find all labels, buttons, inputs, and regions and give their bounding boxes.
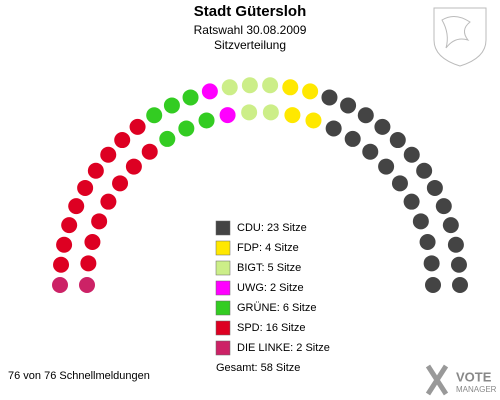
legend-label: UWG: 2 Sitze (237, 282, 304, 294)
seat (100, 146, 117, 163)
seat (198, 112, 215, 129)
seat (219, 107, 236, 124)
seat (374, 118, 391, 135)
seat (53, 256, 70, 273)
seat (52, 277, 68, 293)
seat (125, 158, 142, 175)
legend-swatch (215, 240, 231, 256)
seat (129, 118, 146, 135)
seat (77, 179, 94, 196)
chart-subtitle: Ratswahl 30.08.2009 (194, 23, 307, 37)
seat (84, 233, 101, 250)
legend-swatch (215, 220, 231, 236)
seat (305, 112, 322, 129)
seat (114, 132, 131, 149)
seat (389, 132, 406, 149)
seat (141, 143, 158, 160)
legend-label: BIGT: 5 Sitze (237, 262, 301, 274)
legend-label: SPD: 16 Sitze (237, 322, 305, 334)
seat (378, 158, 395, 175)
total-label: Gesamt: 58 Sitze (216, 362, 300, 374)
legend-label: GRÜNE: 6 Sitze (237, 302, 316, 314)
footer: 76 von 76 Schnellmeldungen (8, 370, 150, 382)
legend-swatch (215, 300, 231, 316)
seat (452, 277, 468, 293)
seat (416, 162, 433, 179)
seat (442, 217, 459, 234)
seat (159, 130, 176, 147)
seat (201, 83, 218, 100)
seat (282, 79, 299, 96)
seat (68, 198, 85, 215)
seat (450, 256, 467, 273)
seat (391, 175, 408, 192)
chart-subtitle: Sitzverteilung (214, 38, 286, 52)
seat (344, 130, 361, 147)
seat (302, 83, 319, 100)
seat (325, 120, 342, 137)
seat (403, 146, 420, 163)
legend-swatch (215, 260, 231, 276)
logo: VOTE MANAGER (425, 364, 497, 396)
legend-label: DIE LINKE: 2 Sitze (237, 342, 330, 354)
seat (425, 277, 441, 293)
seat (321, 89, 338, 106)
seat (284, 107, 301, 124)
seat (262, 104, 279, 121)
seat (447, 236, 464, 253)
legend-swatch (215, 280, 231, 296)
legend-swatch (215, 320, 231, 336)
seat (56, 236, 73, 253)
chart-title: Stadt Gütersloh (194, 3, 307, 20)
seat (163, 97, 180, 114)
seat (221, 79, 238, 96)
logo-text: VOTE (456, 369, 492, 384)
seat (80, 255, 97, 272)
seat (79, 277, 95, 293)
seat (340, 97, 357, 114)
legend-label: FDP: 4 Sitze (237, 242, 299, 254)
seat (403, 193, 420, 210)
seat (412, 213, 429, 230)
coat-of-arms (433, 7, 487, 67)
seat (423, 255, 440, 272)
logo-text: MANAGER (456, 385, 497, 394)
seat (426, 179, 443, 196)
seat (112, 175, 129, 192)
legend-label: CDU: 23 Sitze (237, 222, 307, 234)
seat (146, 107, 163, 124)
seat (241, 77, 258, 94)
seat (362, 143, 379, 160)
seat (182, 89, 199, 106)
seat (91, 213, 108, 230)
seat (87, 162, 104, 179)
seat (100, 193, 117, 210)
seat (61, 217, 78, 234)
seat (357, 107, 374, 124)
seat (241, 104, 258, 121)
seat (262, 77, 279, 94)
seat (419, 233, 436, 250)
seat (435, 198, 452, 215)
legend-swatch (215, 340, 231, 356)
seat (178, 120, 195, 137)
